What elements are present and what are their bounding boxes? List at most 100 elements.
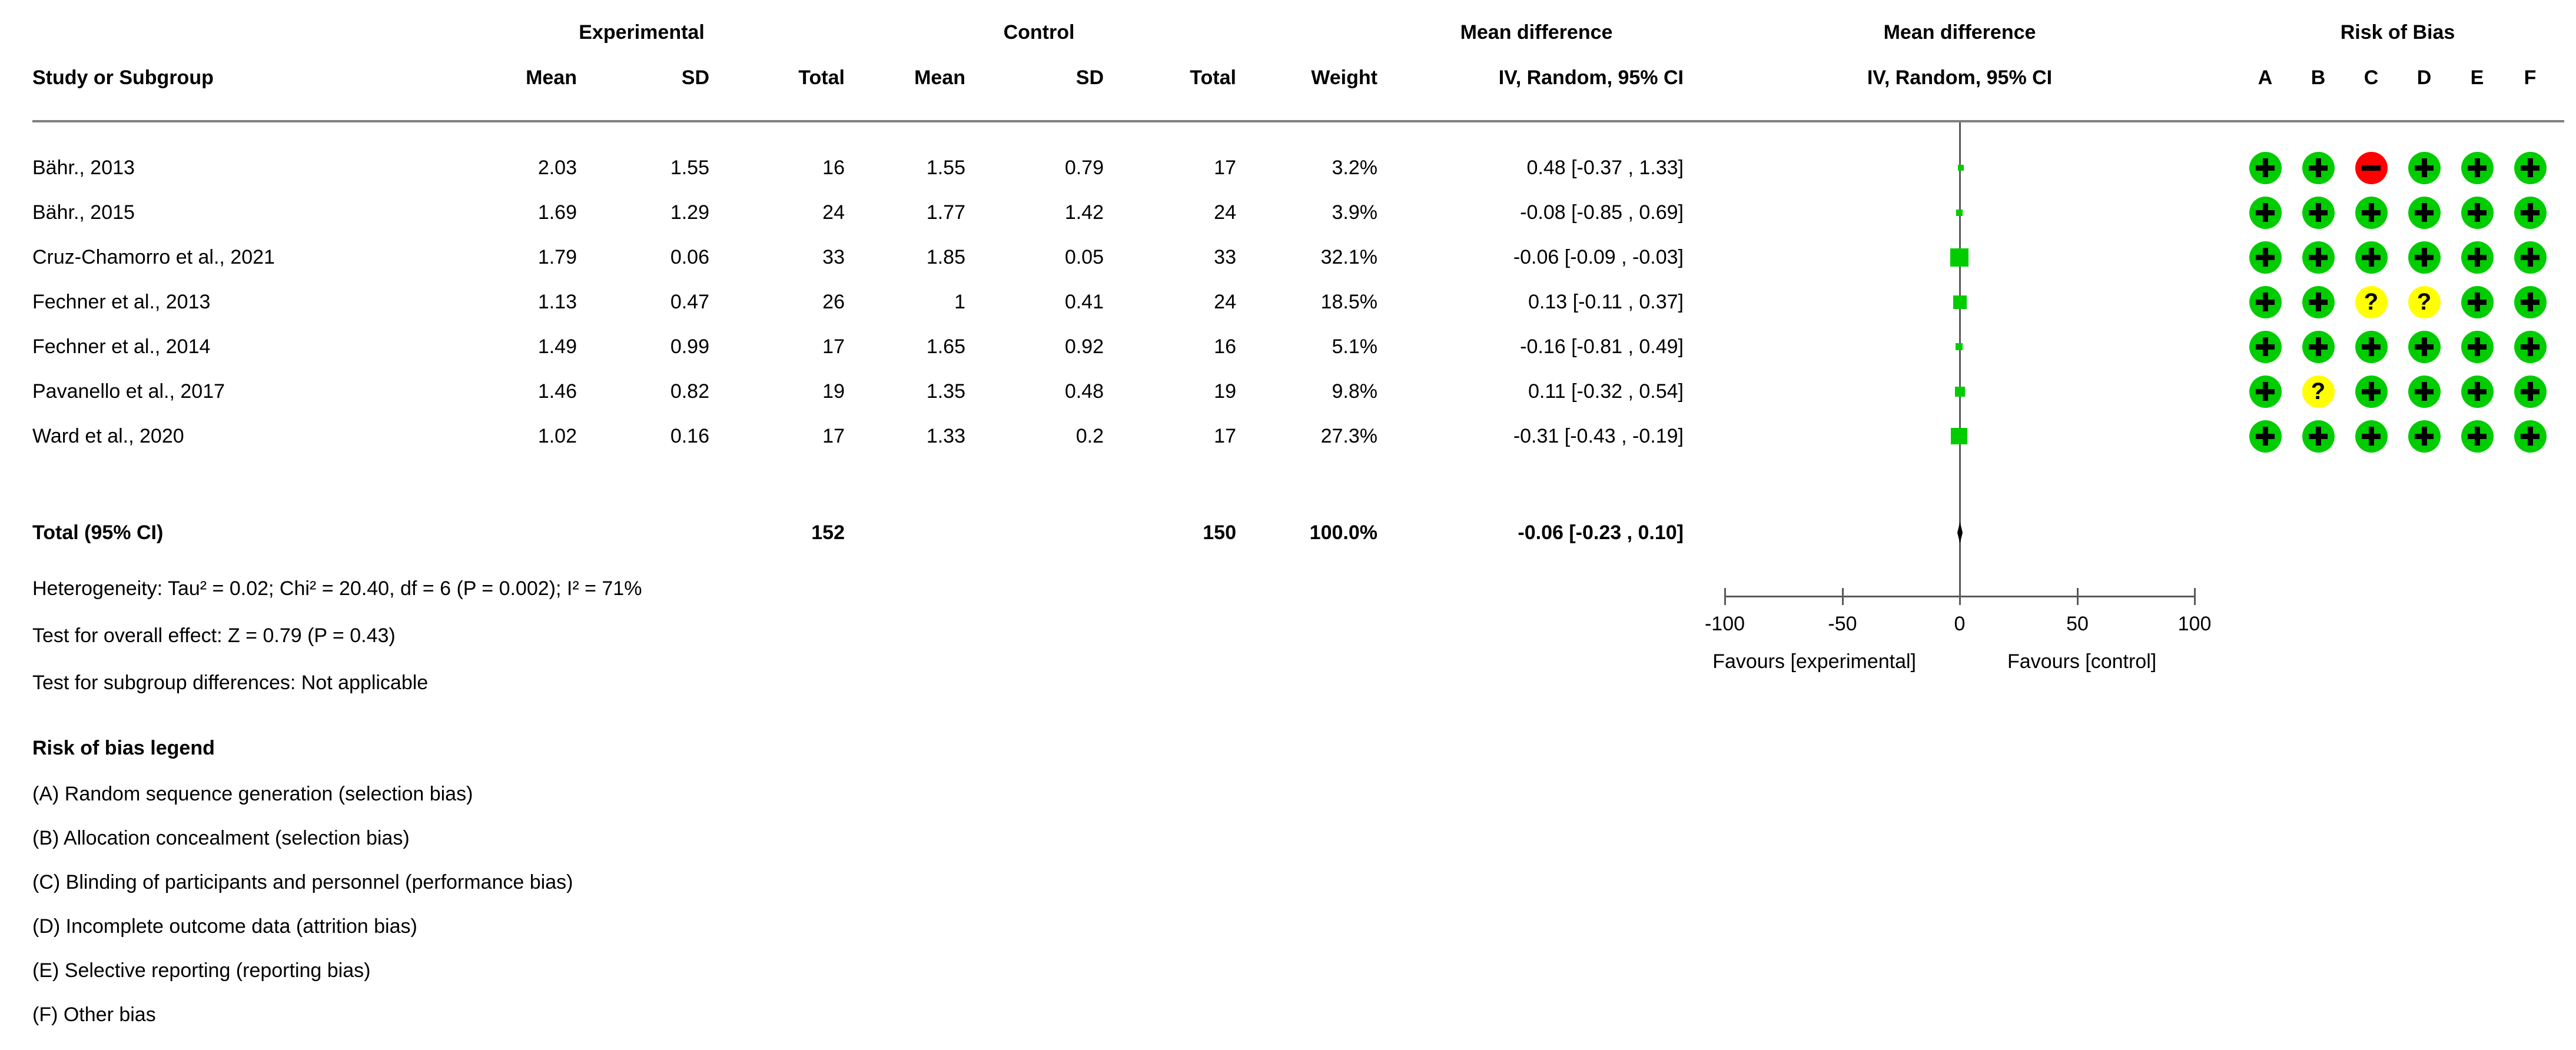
rob-legend-title: Risk of bias legend xyxy=(32,737,215,759)
group-header-mean-difference-text: Mean difference xyxy=(1460,21,1613,44)
effect-marker-4 xyxy=(1956,343,1963,350)
zero-line xyxy=(1959,122,1961,596)
rob-low-risk-icon xyxy=(2461,241,2494,274)
plus-bar-v xyxy=(2527,203,2533,222)
row-5-total-experimental: 19 xyxy=(822,380,845,403)
row-2-sd-control: 0.05 xyxy=(1064,246,1104,268)
row-6-total-experimental: 17 xyxy=(822,425,845,447)
plus-bar-v xyxy=(2368,337,2374,356)
row-4-mean-control: 1.65 xyxy=(926,335,965,358)
row-3-sd-control: 0.41 xyxy=(1064,291,1104,313)
plus-bar-v xyxy=(2262,203,2268,222)
row-4-total-control: 16 xyxy=(1214,335,1236,358)
col-header-iv-random-text: IV, Random, 95% CI xyxy=(1498,67,1684,89)
row-3-total-control: 24 xyxy=(1214,291,1236,313)
plus-bar-v xyxy=(2527,337,2533,356)
total-weight: 100.0% xyxy=(1309,521,1377,544)
plus-bar-v xyxy=(2262,158,2268,177)
favours-experimental-label: Favours [experimental] xyxy=(1712,650,1916,673)
row-3-ci-text: 0.13 [-0.11 , 0.37] xyxy=(1528,291,1684,313)
header-separator-line xyxy=(32,120,2564,122)
plus-bar-v xyxy=(2368,427,2374,446)
rob-low-risk-icon xyxy=(2249,330,2282,363)
plus-bar-v xyxy=(2368,382,2374,401)
row-6-total-control: 17 xyxy=(1214,425,1236,447)
row-3-study-name: Fechner et al., 2013 xyxy=(32,291,211,313)
row-6-study-name: Ward et al., 2020 xyxy=(32,425,184,447)
row-5-sd-experimental: 0.82 xyxy=(670,380,709,403)
rob-letter-E: E xyxy=(2470,67,2484,89)
axis-tick-50 xyxy=(2077,588,2079,605)
col-header-study: Study or Subgroup xyxy=(32,67,214,89)
row-4-sd-control: 0.92 xyxy=(1064,335,1104,358)
col-header-mean-experimental: Mean xyxy=(526,67,577,89)
row-6-mean-control: 1.33 xyxy=(926,425,965,447)
plus-bar-v xyxy=(2421,427,2427,446)
heterogeneity-text: Heterogeneity: Tau² = 0.02; Chi² = 20.40… xyxy=(32,577,642,600)
plus-bar-v xyxy=(2474,248,2480,267)
total-experimental-n: 152 xyxy=(811,521,845,544)
axis-tick-label-50: 50 xyxy=(2066,613,2089,635)
row-1-mean-control: 1.77 xyxy=(926,201,965,224)
row-1-ci-text: -0.08 [-0.85 , 0.69] xyxy=(1520,201,1684,224)
question-glyph: ? xyxy=(2363,288,2379,315)
row-2-study-name: Cruz-Chamorro et al., 2021 xyxy=(32,246,275,268)
axis-tick--100 xyxy=(1724,588,1726,605)
axis-tick--50 xyxy=(1842,588,1844,605)
plus-bar-v xyxy=(2421,203,2427,222)
rob-legend-item-A: (A) Random sequence generation (selectio… xyxy=(32,783,473,805)
row-5-ci-text: 0.11 [-0.32 , 0.54] xyxy=(1528,380,1684,403)
effect-marker-0 xyxy=(1958,165,1964,171)
plus-bar-v xyxy=(2262,337,2268,356)
row-2-total-experimental: 33 xyxy=(822,246,845,268)
group-header-experimental: Experimental xyxy=(579,21,705,44)
total-control-n: 150 xyxy=(1203,521,1236,544)
row-2-sd-experimental: 0.06 xyxy=(670,246,709,268)
total-ci: -0.06 [-0.23 , 0.10] xyxy=(1518,521,1684,544)
col-header-iv-random-plot: IV, Random, 95% CI xyxy=(1867,67,2053,89)
plus-bar-v xyxy=(2315,158,2321,177)
minus-bar xyxy=(2362,165,2381,171)
row-2-total-control: 33 xyxy=(1214,246,1236,268)
col-header-sd-experimental: SD xyxy=(681,67,709,89)
row-6-sd-control: 0.2 xyxy=(1075,425,1104,447)
row-5-weight: 9.8% xyxy=(1332,380,1378,403)
col-header-sd-control: SD xyxy=(1075,67,1104,89)
plus-bar-v xyxy=(2527,293,2533,311)
col-header-total-experimental: Total xyxy=(798,67,845,89)
row-0-mean-experimental: 2.03 xyxy=(537,157,577,179)
rob-low-risk-icon xyxy=(2461,196,2494,229)
rob-low-risk-icon xyxy=(2249,151,2282,184)
rob-letter-C: C xyxy=(2363,67,2379,89)
row-2-ci-text: -0.06 [-0.09 , -0.03] xyxy=(1513,246,1684,268)
effect-marker-6 xyxy=(1951,428,1967,444)
rob-low-risk-icon xyxy=(2249,375,2282,408)
plus-bar-v xyxy=(2368,203,2374,222)
plus-bar-v xyxy=(2474,293,2480,311)
total-diamond-marker xyxy=(1957,522,1963,543)
rob-low-risk-icon xyxy=(2408,196,2441,229)
plus-bar-v xyxy=(2262,293,2268,311)
plus-bar-v xyxy=(2474,382,2480,401)
rob-low-risk-icon xyxy=(2249,241,2282,274)
plus-bar-v xyxy=(2262,248,2268,267)
plus-bar-v xyxy=(2474,158,2480,177)
rob-low-risk-icon xyxy=(2514,420,2547,453)
rob-unclear-risk-icon: ? xyxy=(2355,285,2388,318)
rob-low-risk-icon xyxy=(2514,375,2547,408)
rob-low-risk-icon xyxy=(2514,241,2547,274)
plus-bar-v xyxy=(2315,427,2321,446)
row-6-sd-experimental: 0.16 xyxy=(670,425,709,447)
plus-bar-v xyxy=(2421,248,2427,267)
plus-bar-v xyxy=(2315,337,2321,356)
axis-tick-label-0: 0 xyxy=(1954,613,1966,635)
group-header-risk-of-bias: Risk of Bias xyxy=(2340,21,2455,44)
row-4-study-name: Fechner et al., 2014 xyxy=(32,335,211,358)
rob-low-risk-icon xyxy=(2514,151,2547,184)
rob-unclear-risk-icon: ? xyxy=(2302,375,2335,408)
group-header-control: Control xyxy=(1003,21,1075,44)
row-4-total-experimental: 17 xyxy=(822,335,845,358)
row-1-sd-control: 1.42 xyxy=(1064,201,1104,224)
rob-low-risk-icon xyxy=(2461,285,2494,318)
rob-low-risk-icon xyxy=(2514,330,2547,363)
